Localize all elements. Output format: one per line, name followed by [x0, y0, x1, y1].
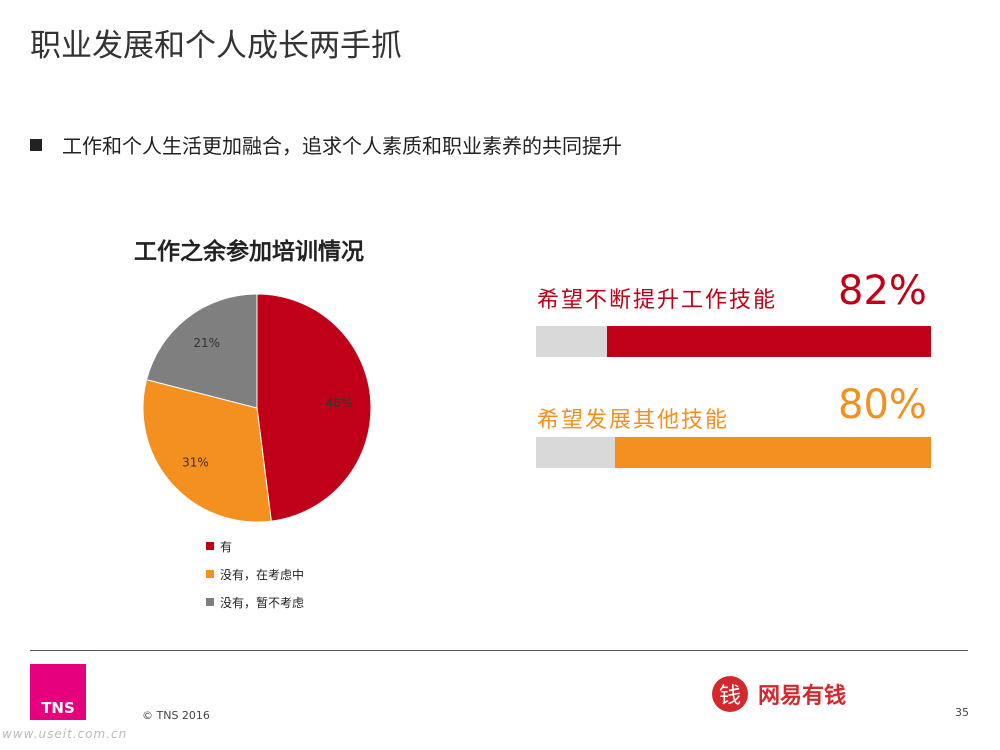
legend-label: 没有，在考虑中: [220, 567, 305, 582]
tns-logo-text: TNS: [41, 699, 75, 717]
legend-swatch: [206, 542, 214, 550]
brand-coin-icon: 钱: [712, 676, 748, 712]
legend-item-considering: 没有，在考虑中: [206, 560, 304, 588]
legend-swatch: [206, 598, 214, 606]
legend-item-yes: 有: [206, 532, 304, 560]
bullet-text: 工作和个人生活更加融合，追求个人素质和职业素养的共同提升: [62, 134, 622, 158]
legend-swatch: [206, 570, 214, 578]
pie-label-considering: 31%: [182, 455, 209, 469]
chart-legend: 有 没有，在考虑中 没有，暂不考虑: [206, 532, 304, 616]
pie-label-not-considering: 21%: [193, 336, 220, 350]
chart-title: 工作之余参加培训情况: [134, 239, 364, 265]
bar-track-other-skills: [536, 437, 931, 468]
stat-value-other-skills: 80%: [838, 382, 927, 428]
pie-slice-considering: [142, 379, 272, 523]
stat-label-work-skills: 希望不断提升工作技能: [537, 288, 778, 313]
legend-label: 没有，暂不考虑: [220, 595, 305, 610]
pie-slice-not-considering: [145, 293, 258, 409]
legend-item-not-considering: 没有，暂不考虑: [206, 588, 304, 616]
bullet-square-icon: [30, 138, 42, 151]
pie-label-yes: 48%: [326, 396, 353, 410]
stat-label-other-skills: 希望发展其他技能: [537, 408, 730, 433]
bar-track-work-skills: [536, 326, 931, 357]
brand-name: 网易有钱: [758, 684, 847, 709]
pie-chart: 48% 31% 21%: [142, 293, 372, 523]
watermark-text: www.useit.com.cn: [2, 727, 128, 741]
bar-fill-other-skills: [615, 437, 931, 468]
footer-divider: [30, 650, 968, 651]
stat-value-work-skills: 82%: [838, 268, 927, 314]
pie-slice-yes: [256, 293, 372, 522]
page-number: 35: [955, 706, 969, 719]
tns-logo: TNS: [30, 664, 86, 720]
legend-label: 有: [220, 539, 233, 554]
brand-logo: 钱 网易有钱: [712, 676, 846, 712]
bar-fill-work-skills: [607, 326, 931, 357]
slide-title: 职业发展和个人成长两手抓: [30, 28, 402, 64]
copyright-text: © TNS 2016: [142, 709, 210, 722]
bullet-point: 工作和个人生活更加融合，追求个人素质和职业素养的共同提升: [30, 130, 622, 159]
